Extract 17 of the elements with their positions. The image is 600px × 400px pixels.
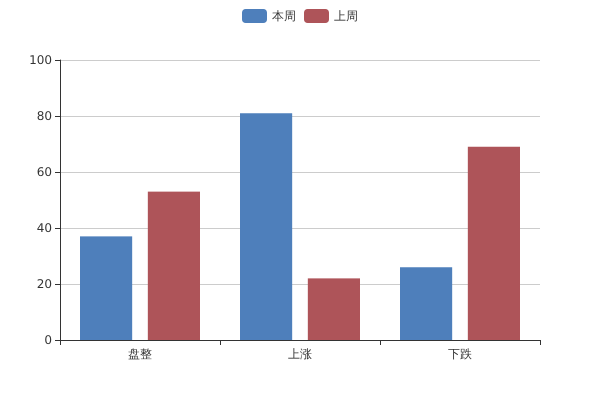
bar <box>308 278 360 340</box>
y-tick-label: 60 <box>36 165 52 179</box>
x-tick-label: 下跌 <box>448 347 472 361</box>
x-tick-label: 盘整 <box>128 347 152 361</box>
bar <box>468 146 520 340</box>
bar <box>148 192 200 340</box>
bar <box>240 113 292 340</box>
bar <box>400 267 452 340</box>
legend-label: 本周 <box>272 9 296 23</box>
x-tick-label: 上涨 <box>288 347 312 361</box>
bar <box>80 236 132 340</box>
y-tick-label: 0 <box>44 333 52 347</box>
y-tick-label: 100 <box>29 53 52 67</box>
y-tick-label: 20 <box>36 277 52 291</box>
y-tick-label: 80 <box>36 109 52 123</box>
legend-label: 上周 <box>334 9 358 23</box>
y-tick-label: 40 <box>36 221 52 235</box>
